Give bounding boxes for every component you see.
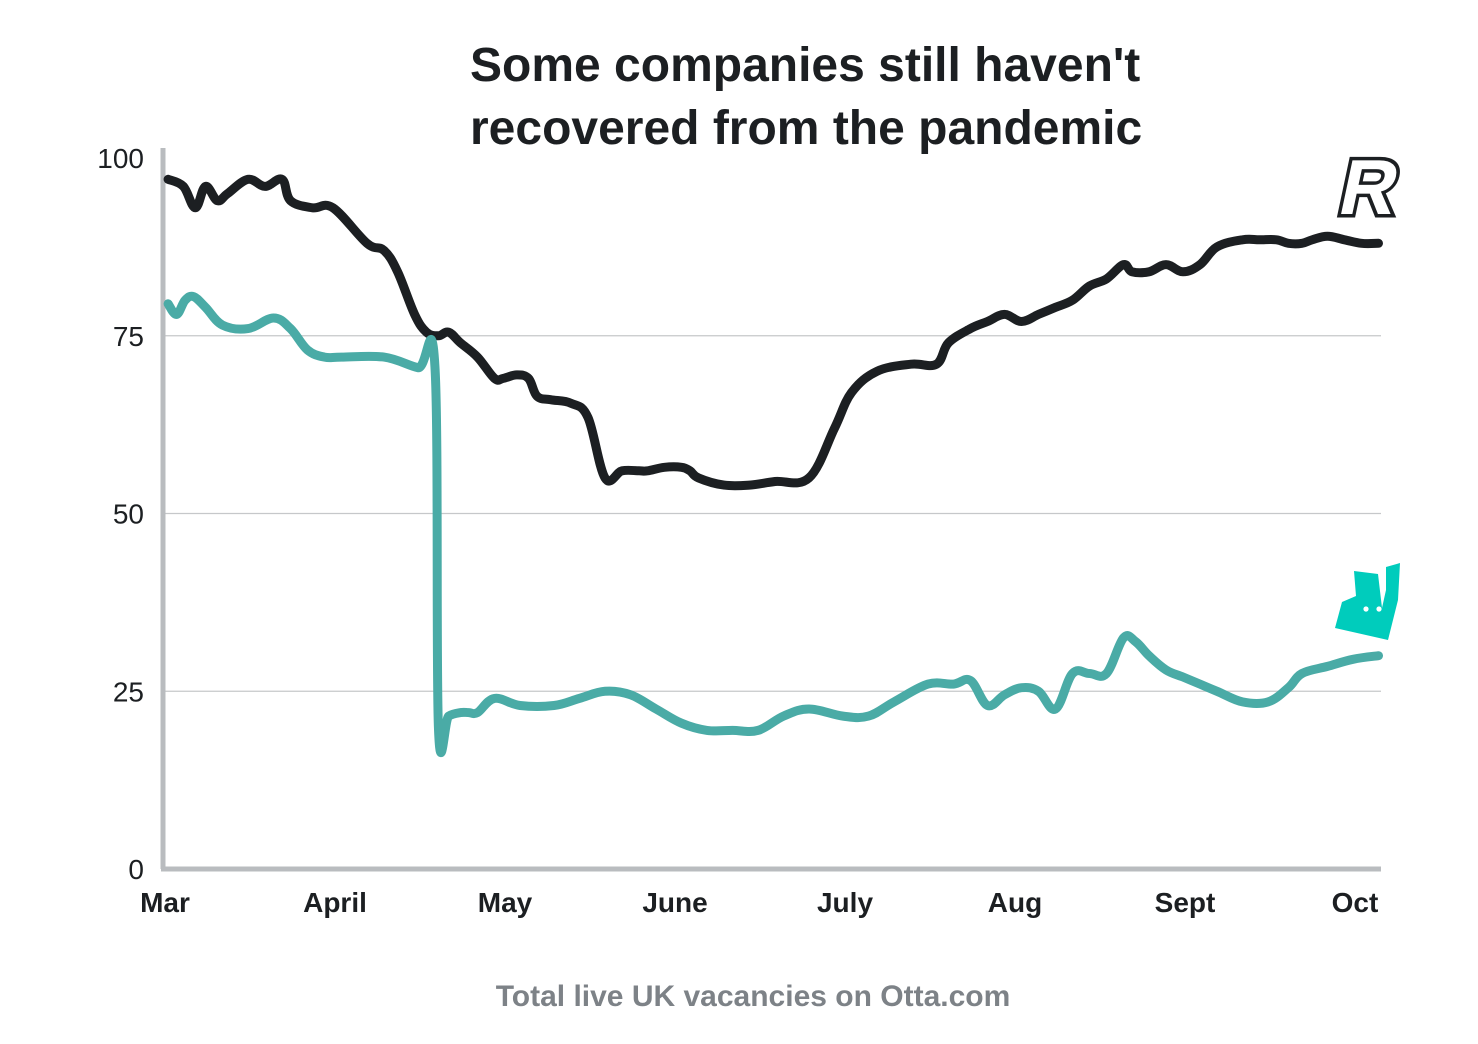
y-tick-label: 25 — [113, 676, 144, 707]
x-tick-label: July — [817, 887, 873, 918]
series-line-revolut — [163, 174, 1383, 491]
deliveroo-logo-icon — [1335, 563, 1400, 640]
x-tick-label: Mar — [140, 887, 190, 918]
x-tick-label: April — [303, 887, 367, 918]
y-tick-label: 50 — [113, 499, 144, 530]
x-tick-label: Aug — [988, 887, 1042, 918]
gridlines — [163, 335, 1381, 692]
series-line-deliveroo — [163, 291, 1383, 757]
y-tick-label: 100 — [97, 143, 144, 174]
x-tick-labels: Mar April May June July Aug Sept Oct — [140, 887, 1378, 918]
chart-title-line-2: recovered from the pandemic — [470, 102, 1142, 155]
y-tick-labels: 0 25 50 75 100 — [97, 143, 144, 885]
revolut-logo-icon: R — [1329, 140, 1411, 234]
y-tick-label: 75 — [113, 321, 144, 352]
y-tick-label: 0 — [128, 854, 144, 885]
chart-title-line-1: Some companies still haven't — [470, 39, 1140, 92]
x-tick-label: May — [478, 887, 533, 918]
revolut-logo-letter: R — [1332, 144, 1407, 231]
x-tick-label: Sept — [1155, 887, 1216, 918]
series-lines — [163, 174, 1383, 757]
x-tick-label: June — [642, 887, 707, 918]
x-tick-label: Oct — [1332, 887, 1379, 918]
chart-caption: Total live UK vacancies on Otta.com — [496, 980, 1011, 1013]
